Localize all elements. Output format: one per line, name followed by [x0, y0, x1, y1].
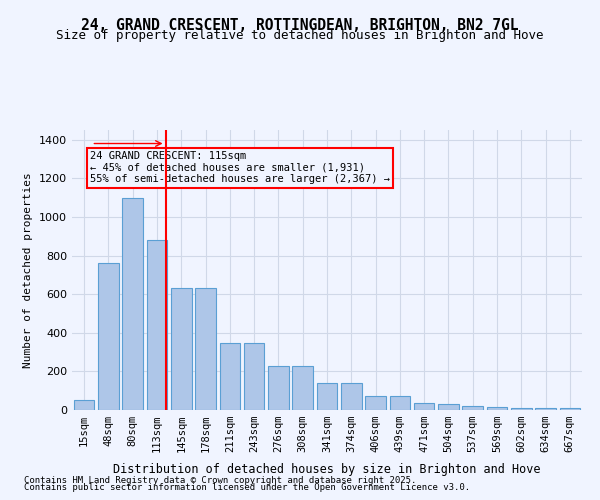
Bar	[365, 396, 386, 410]
Text: 24, GRAND CRESCENT, ROTTINGDEAN, BRIGHTON, BN2 7GL: 24, GRAND CRESCENT, ROTTINGDEAN, BRIGHTO…	[81, 18, 519, 32]
Bar	[487, 407, 508, 410]
Bar	[560, 408, 580, 410]
Bar	[463, 406, 483, 410]
Y-axis label: Number of detached properties: Number of detached properties	[23, 172, 34, 368]
Bar	[292, 366, 313, 410]
Bar	[195, 288, 216, 410]
Bar	[74, 400, 94, 410]
Bar	[244, 344, 265, 410]
Text: Contains HM Land Registry data © Crown copyright and database right 2025.: Contains HM Land Registry data © Crown c…	[24, 476, 416, 485]
Bar	[98, 263, 119, 410]
Bar	[511, 408, 532, 410]
Bar	[341, 383, 362, 410]
Bar	[268, 366, 289, 410]
Bar	[414, 403, 434, 410]
Bar	[389, 396, 410, 410]
Text: Contains public sector information licensed under the Open Government Licence v3: Contains public sector information licen…	[24, 484, 470, 492]
Bar	[535, 408, 556, 410]
Text: 24 GRAND CRESCENT: 115sqm
← 45% of detached houses are smaller (1,931)
55% of se: 24 GRAND CRESCENT: 115sqm ← 45% of detac…	[90, 151, 390, 184]
Bar	[146, 240, 167, 410]
X-axis label: Distribution of detached houses by size in Brighton and Hove: Distribution of detached houses by size …	[113, 464, 541, 476]
Bar	[438, 404, 459, 410]
Bar	[317, 383, 337, 410]
Bar	[122, 198, 143, 410]
Text: Size of property relative to detached houses in Brighton and Hove: Size of property relative to detached ho…	[56, 29, 544, 42]
Bar	[171, 288, 191, 410]
Bar	[220, 344, 240, 410]
